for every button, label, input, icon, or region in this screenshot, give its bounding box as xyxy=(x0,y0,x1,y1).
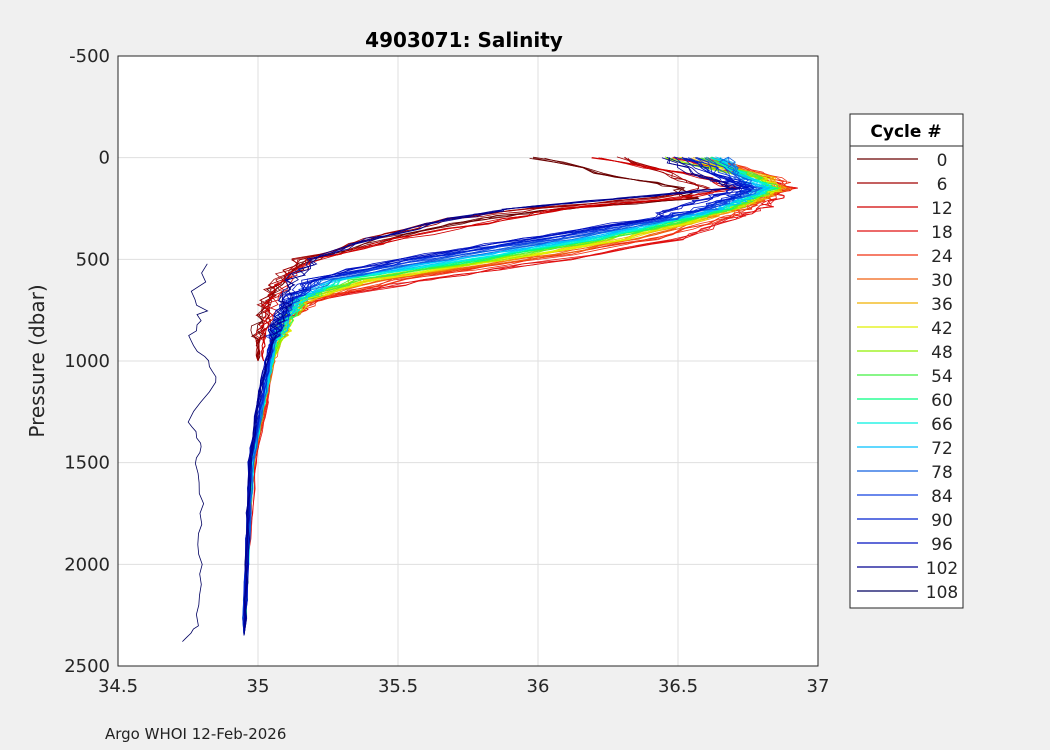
y-tick-label: 1500 xyxy=(64,453,110,474)
legend-label: 90 xyxy=(931,511,953,531)
profile-line-cycle-102 xyxy=(243,157,730,636)
legend-title: Cycle # xyxy=(870,122,941,142)
x-tick-label: 36 xyxy=(527,676,550,697)
profile-line-cycle-102 xyxy=(243,157,735,636)
profile-line-cycle-78 xyxy=(243,156,758,636)
legend-label: 48 xyxy=(931,343,953,363)
legend-label: 6 xyxy=(937,175,948,195)
legend-label: 78 xyxy=(931,463,953,483)
legend-label: 84 xyxy=(931,487,953,507)
profile-line-cycle-90 xyxy=(242,156,752,636)
legend-label: 102 xyxy=(926,559,958,579)
legend-label: 24 xyxy=(931,247,953,267)
x-tick-label: 34.5 xyxy=(98,676,138,697)
legend-label: 66 xyxy=(931,415,953,435)
legend-label: 18 xyxy=(931,223,953,243)
legend-label: 42 xyxy=(931,319,953,339)
y-tick-label: 500 xyxy=(76,249,110,270)
x-tick-label: 37 xyxy=(807,676,830,697)
plot-frame xyxy=(117,55,819,667)
legend-label: 36 xyxy=(931,295,953,315)
x-tick-label: 35 xyxy=(247,676,270,697)
legend-label: 96 xyxy=(931,535,953,555)
legend-label: 12 xyxy=(931,199,953,219)
legend-label: 60 xyxy=(931,391,953,411)
x-tick-label: 35.5 xyxy=(378,676,418,697)
x-tick-label: 36.5 xyxy=(658,676,698,697)
y-axis-label: Pressure (dbar) xyxy=(25,284,49,437)
footer-credit: Argo WHOI 12-Feb-2026 xyxy=(105,725,287,743)
legend-label: 72 xyxy=(931,439,953,459)
y-tick-label: 2500 xyxy=(64,656,110,677)
chart-title: 4903071: Salinity xyxy=(365,28,563,52)
legend-label: 30 xyxy=(931,271,953,291)
profile-line-cycle-108 xyxy=(182,263,217,642)
y-tick-label: 2000 xyxy=(64,554,110,575)
y-tick-label: 0 xyxy=(99,148,110,169)
profile-line-cycle-0 xyxy=(250,156,699,362)
y-tick-label: -500 xyxy=(69,46,110,67)
legend-label: 54 xyxy=(931,367,953,387)
legend-box xyxy=(849,113,964,609)
profile-line-cycle-24 xyxy=(242,158,795,636)
y-tick-label: 1000 xyxy=(64,351,110,372)
legend-label: 108 xyxy=(926,583,958,603)
legend-label: 0 xyxy=(937,151,948,171)
